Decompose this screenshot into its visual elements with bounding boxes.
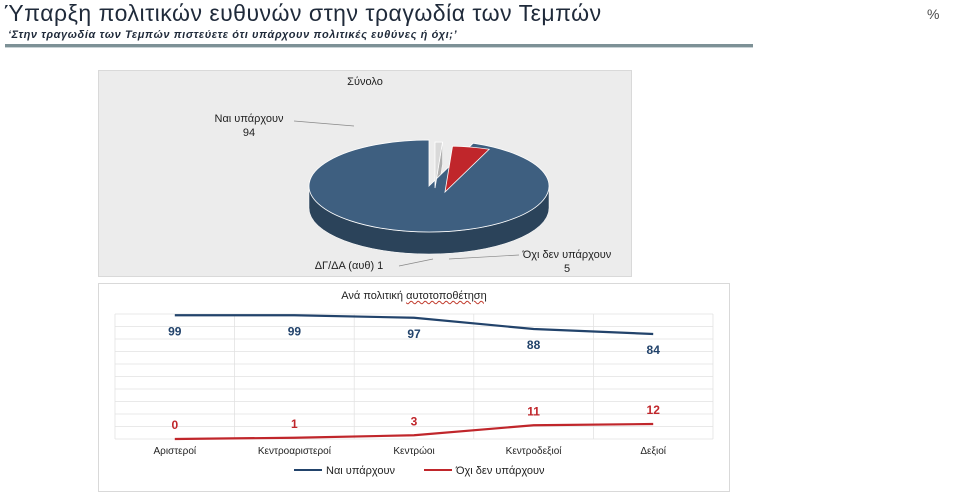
line-chart-title-suffix: αυτοτοποθέτηση [406,290,487,302]
line-chart-title-prefix: Ανά πολιτική [341,290,407,302]
title-underline-light [5,47,753,48]
page-subtitle: ‘Στην τραγωδία των Τεμπών πιστεύετε ότι … [8,29,458,41]
line-chart: 99 99 97 88 84 0 1 3 11 12 Αριστεροί Κεντροαριστερο… [114,313,714,477]
data-label: 11 [527,404,540,418]
data-label: 97 [407,327,421,341]
pie-slice-top-0 [308,139,550,233]
data-label: 3 [411,414,418,428]
percent-indicator: % [927,6,940,22]
pie-chart-title: Σύνολο [347,76,383,88]
series-line-0 [174,314,654,336]
pie-label-no-name: Όχι δεν υπάρχουν [522,249,612,261]
legend-label-1: Όχι δεν υπάρχουν [455,465,545,477]
pie-leader-dgda [398,258,434,267]
data-label: 0 [171,418,178,432]
page-title: Ύπαρξη πολιτικών ευθυνών στην τραγωδία τ… [4,0,602,26]
pie-label-yes-value: 94 [243,127,255,139]
data-label: 99 [168,324,182,338]
x-tick-label: Κεντροαριστεροί [258,445,332,457]
line-chart-title: Ανά πολιτική αυτοτοποθέτηση [99,290,729,302]
pie-leader-yes [293,120,355,127]
title-underline [5,44,753,47]
x-tick-label: Κεντροδεξιοί [506,445,563,457]
data-label: 99 [288,324,302,338]
line-chart-panel: Ανά πολιτική αυτοτοποθέτηση 99 99 97 88 84 0 1… [98,283,730,492]
x-tick-label: Αριστεροί [153,445,196,457]
series-line-1 [174,422,654,441]
legend-label-0: Ναι υπάρχουν [326,465,395,477]
pie-leader-no [448,254,520,260]
data-label: 84 [647,343,661,357]
pie-chart-panel: Σύνολο Ναι υπάρχουν 94 Όχι δεν υπάρχουν 5 ΔΓ… [98,70,632,277]
pie-slice-top-1 [444,145,491,194]
pie-slice-top-2 [434,141,444,189]
pie-label-dgda: ΔΓ/ΔΑ (αυθ) 1 [315,260,384,272]
data-label: 88 [527,338,541,352]
data-label: 12 [647,403,661,417]
x-tick-label: Δεξιοί [640,445,666,457]
x-tick-label: Κεντρώοι [393,445,434,457]
pie-chart: Ναι υπάρχουν 94 Όχι δεν υπάρχουν 5 ΔΓ/ΔΑ (αυ… [215,113,612,275]
pie-label-no-value: 5 [564,263,570,275]
data-label: 1 [291,417,298,431]
pie-label-yes-name: Ναι υπάρχουν [215,113,284,125]
